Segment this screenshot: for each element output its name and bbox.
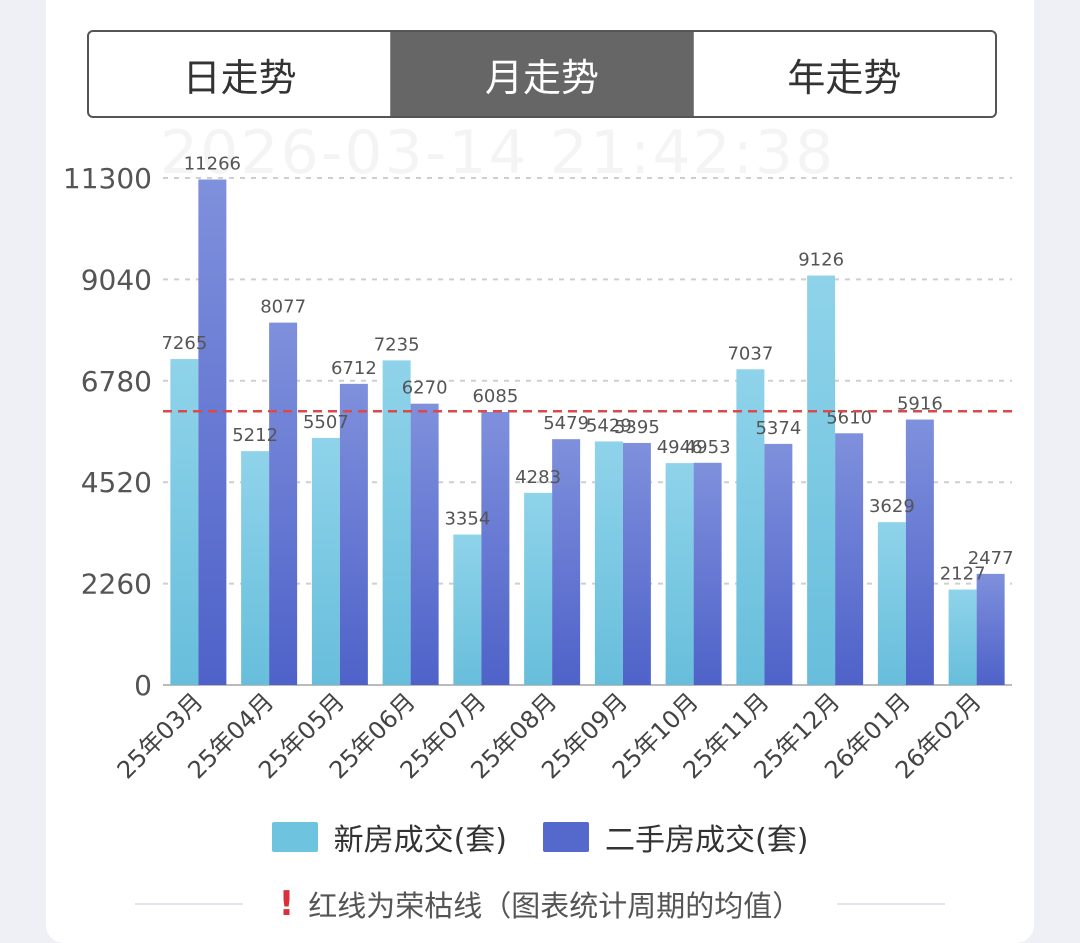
legend-new-house[interactable]: 新房成交(套): [271, 815, 507, 859]
legend-swatch-new: [271, 822, 318, 852]
bar-second-hand: [481, 411, 510, 685]
data-label: 8077: [260, 297, 306, 318]
y-tick-label: 6780: [81, 365, 152, 398]
bar-second-hand: [976, 573, 1005, 685]
note-text: 红线为荣枯线（图表统计周期的均值）: [308, 889, 802, 923]
exclamation-icon: !: [278, 884, 295, 924]
bar-second-hand: [764, 443, 793, 685]
data-label: 5429: [586, 415, 632, 436]
bar-second-hand: [835, 433, 864, 685]
data-label: 2127: [940, 564, 986, 585]
y-tick-label: 4520: [81, 466, 152, 499]
y-tick-label: 9040: [81, 263, 152, 296]
legend-second-hand[interactable]: 二手房成交(套): [543, 815, 808, 859]
data-label: 5395: [614, 417, 660, 438]
legend-label-new: 新房成交(套): [333, 823, 507, 858]
chart-note: ! 红线为荣枯线（图表统计周期的均值）: [0, 880, 1080, 928]
data-label: 5479: [543, 413, 589, 434]
data-label: 5507: [303, 412, 349, 433]
bar-new-house: [948, 589, 977, 685]
data-label: 7235: [374, 334, 420, 355]
data-label: 4946: [657, 437, 703, 458]
bar-new-house: [170, 359, 199, 685]
legend-swatch-second: [543, 822, 589, 852]
bar-new-house: [877, 522, 906, 685]
tab-daily[interactable]: 日走势: [182, 55, 297, 100]
bar-new-house: [453, 534, 482, 685]
data-label: 5374: [755, 418, 801, 439]
data-label: 4283: [515, 467, 561, 488]
data-label: 2477: [968, 548, 1014, 569]
divider-left: [134, 903, 243, 905]
bar-second-hand: [339, 383, 368, 685]
bar-second-hand: [622, 442, 651, 685]
data-label: 7265: [161, 333, 207, 354]
y-tick-label: 2260: [81, 568, 152, 601]
tab-yearly[interactable]: 年走势: [692, 32, 995, 116]
data-label: 7037: [727, 343, 773, 364]
data-label: 6712: [331, 358, 377, 379]
bar-second-hand: [198, 179, 227, 685]
bar-second-hand: [410, 403, 439, 685]
bar-new-house: [311, 437, 340, 685]
bar-second-hand: [269, 322, 298, 685]
y-tick-label: 11300: [63, 162, 152, 195]
data-label: 4953: [685, 437, 731, 458]
data-label: 5916: [897, 394, 943, 415]
divider-right: [837, 903, 946, 905]
data-label: 6085: [472, 386, 518, 407]
data-label: 9126: [798, 250, 844, 271]
data-label: 5212: [232, 425, 278, 446]
legend-label-second: 二手房成交(套): [605, 823, 809, 858]
tab-monthly[interactable]: 月走势: [390, 32, 693, 116]
bar-new-house: [736, 369, 765, 685]
bar-second-hand: [693, 462, 722, 685]
trend-tabs: 日走势 月走势 年走势: [87, 30, 997, 118]
bar-new-house: [524, 492, 553, 685]
bar-new-house: [665, 463, 694, 685]
bar-new-house: [807, 275, 836, 685]
data-label: 11266: [184, 154, 241, 175]
bar-new-house: [382, 360, 411, 685]
bar-second-hand: [552, 439, 581, 685]
bar-second-hand: [905, 419, 934, 685]
data-label: 6270: [402, 378, 448, 399]
data-label: 3629: [869, 496, 915, 517]
chart-legend: 新房成交(套) 二手房成交(套): [0, 812, 1080, 862]
y-tick-label: 0: [134, 669, 152, 702]
data-label: 5610: [826, 407, 872, 428]
bar-new-house: [241, 451, 270, 685]
bar-new-house: [594, 441, 623, 685]
data-label: 3354: [444, 509, 490, 530]
